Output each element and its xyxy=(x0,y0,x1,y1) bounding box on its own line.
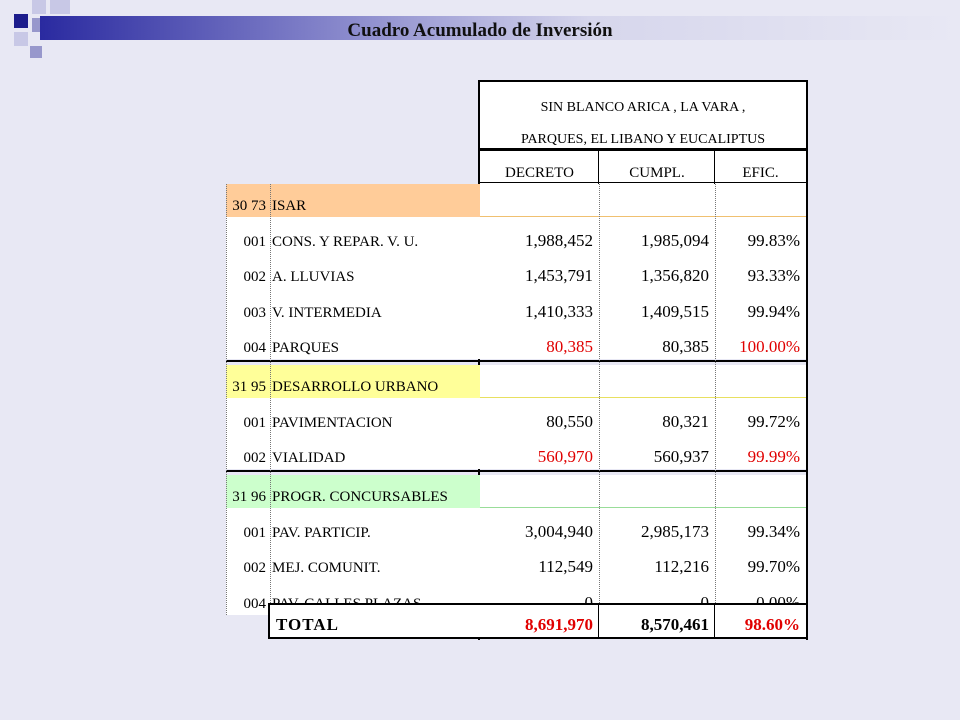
row-code: 003 xyxy=(226,288,270,324)
total-cumpl: 8,570,461 xyxy=(599,603,715,637)
header-line-1: SIN BLANCO ARICA , LA VARA , xyxy=(540,100,746,115)
total-efic: 98.60% xyxy=(715,603,806,637)
row-efic: 99.34% xyxy=(715,508,806,544)
row-decreto: 560,970 xyxy=(480,433,599,469)
row-name: PARQUES xyxy=(270,323,480,359)
row-cumpl: 1,409,515 xyxy=(599,288,715,324)
row-decreto: 1,453,791 xyxy=(480,252,599,288)
row-decreto: 1,988,452 xyxy=(480,217,599,253)
section-separator xyxy=(226,470,480,472)
total-border xyxy=(598,603,599,639)
section-empty xyxy=(599,365,715,398)
section-divider xyxy=(480,507,806,508)
section-code: 31 95 xyxy=(226,365,270,398)
total-border xyxy=(714,603,715,639)
row-name: CONS. Y REPAR. V. U. xyxy=(270,217,480,253)
row-efic: 99.99% xyxy=(715,433,806,469)
total-border xyxy=(480,603,808,605)
table-border xyxy=(714,150,715,184)
table-border xyxy=(598,150,599,184)
total-border xyxy=(480,637,808,639)
section-code: 30 73 xyxy=(226,184,270,217)
table-border xyxy=(478,148,808,151)
row-efic: 93.33% xyxy=(715,252,806,288)
row-code: 004 xyxy=(226,579,270,615)
row-decreto: 80,385 xyxy=(480,323,599,359)
section-code: 31 96 xyxy=(226,475,270,508)
row-decreto: 1,410,333 xyxy=(480,288,599,324)
grid-line xyxy=(270,184,271,615)
grid-line xyxy=(715,184,716,615)
total-label: TOTAL xyxy=(270,603,480,637)
page-title: Cuadro Acumulado de Inversión xyxy=(347,20,613,41)
section-empty xyxy=(480,365,599,398)
row-decreto: 80,550 xyxy=(480,398,599,434)
table-border xyxy=(478,80,808,82)
row-efic: 99.70% xyxy=(715,543,806,579)
row-code: 001 xyxy=(226,398,270,434)
row-efic: 99.83% xyxy=(715,217,806,253)
row-cumpl: 80,385 xyxy=(599,323,715,359)
section-empty xyxy=(715,184,806,217)
section-divider xyxy=(480,397,806,398)
section-separator xyxy=(480,360,806,362)
row-name: VIALIDAD xyxy=(270,433,480,469)
total-border xyxy=(270,603,480,605)
section-empty xyxy=(599,184,715,217)
section-separator xyxy=(480,470,806,472)
row-name: PAVIMENTACION xyxy=(270,398,480,434)
row-decreto: 3,004,940 xyxy=(480,508,599,544)
header-col-1: CUMPL. xyxy=(599,150,715,184)
row-code: 002 xyxy=(226,543,270,579)
row-code: 001 xyxy=(226,508,270,544)
section-name: ISAR xyxy=(270,184,480,217)
row-cumpl: 112,216 xyxy=(599,543,715,579)
row-code: 004 xyxy=(226,323,270,359)
section-divider xyxy=(480,216,806,217)
section-empty xyxy=(599,475,715,508)
row-decreto: 112,549 xyxy=(480,543,599,579)
header-col-0: DECRETO xyxy=(480,150,599,184)
row-code: 002 xyxy=(226,433,270,469)
grid-line xyxy=(226,184,227,615)
row-code: 001 xyxy=(226,217,270,253)
total-border xyxy=(268,603,270,639)
section-empty xyxy=(480,184,599,217)
total-decreto: 8,691,970 xyxy=(480,603,599,637)
row-name: PAV. PARTICIP. xyxy=(270,508,480,544)
grid-line xyxy=(599,184,600,615)
row-name: V. INTERMEDIA xyxy=(270,288,480,324)
row-efic: 99.94% xyxy=(715,288,806,324)
table-border xyxy=(806,80,808,640)
section-separator xyxy=(226,360,480,362)
row-cumpl: 1,356,820 xyxy=(599,252,715,288)
row-cumpl: 2,985,173 xyxy=(599,508,715,544)
row-cumpl: 560,937 xyxy=(599,433,715,469)
row-code: 002 xyxy=(226,252,270,288)
row-cumpl: 80,321 xyxy=(599,398,715,434)
section-empty xyxy=(715,365,806,398)
header-title-block xyxy=(480,82,806,150)
title-bar xyxy=(40,16,960,40)
table-border xyxy=(478,182,808,183)
row-name: MEJ. COMUNIT. xyxy=(270,543,480,579)
section-name: PROGR. CONCURSABLES xyxy=(270,475,480,508)
section-empty xyxy=(715,475,806,508)
header-col-2: EFIC. xyxy=(715,150,806,184)
header-line-2: PARQUES, EL LIBANO Y EUCALIPTUS xyxy=(520,132,766,147)
row-efic: 99.72% xyxy=(715,398,806,434)
row-name: A. LLUVIAS xyxy=(270,252,480,288)
section-name: DESARROLLO URBANO xyxy=(270,365,480,398)
total-border xyxy=(270,637,480,639)
section-empty xyxy=(480,475,599,508)
row-cumpl: 1,985,094 xyxy=(599,217,715,253)
row-efic: 100.00% xyxy=(715,323,806,359)
